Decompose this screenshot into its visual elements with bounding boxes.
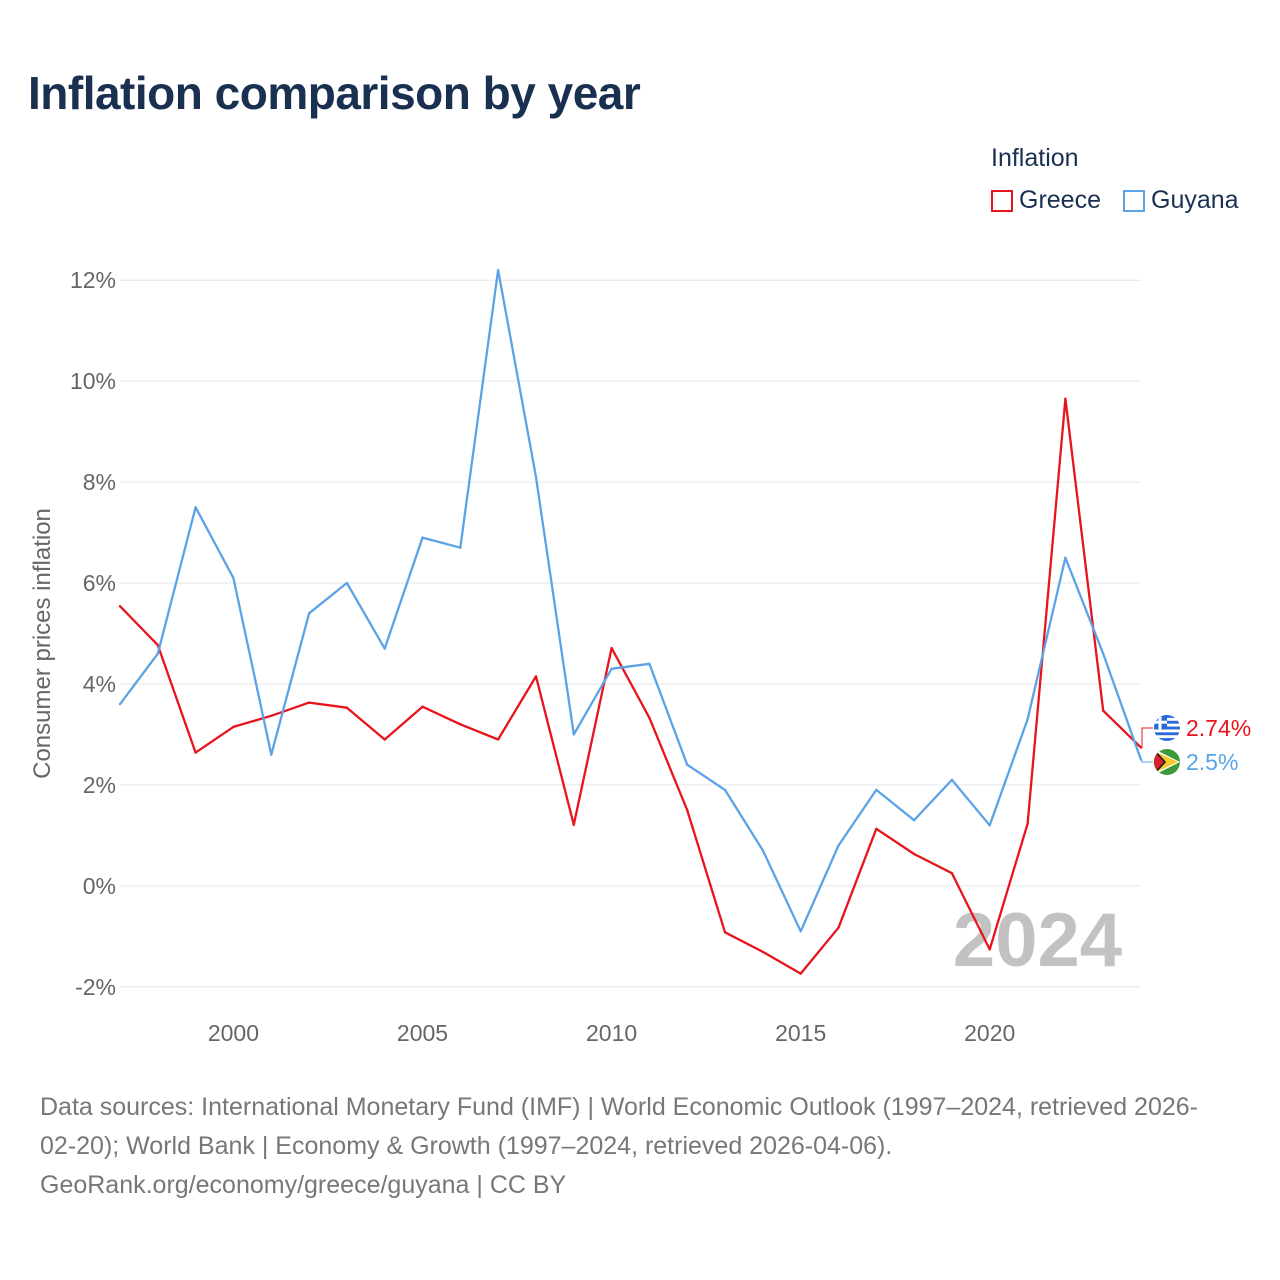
data-point-greece [610, 646, 613, 650]
y-tick-label: 2% [83, 772, 116, 798]
x-tick-label: 2005 [397, 1020, 448, 1046]
legend-label-greece: Greece [1019, 186, 1101, 214]
series-line-guyana [119, 268, 1143, 933]
data-sources-footer: Data sources: International Monetary Fun… [40, 1088, 1255, 1205]
end-label-connector-guyana [1141, 759, 1153, 763]
data-point-greece [648, 716, 651, 719]
data-point-greece [1101, 709, 1105, 712]
data-point-guyana [875, 788, 878, 792]
y-tick-label: 0% [83, 873, 116, 899]
data-point-guyana [1101, 652, 1105, 655]
data-point-greece [156, 643, 160, 647]
data-point-guyana [270, 753, 273, 756]
data-point-greece [875, 827, 878, 831]
data-point-greece [534, 675, 538, 678]
data-point-guyana [496, 268, 500, 272]
data-point-guyana [723, 788, 727, 792]
end-value-label-greece: 2.74% [1186, 715, 1251, 741]
x-tick-label: 2000 [208, 1020, 259, 1046]
end-label-connector-greece [1141, 727, 1153, 748]
data-point-guyana [572, 733, 575, 736]
data-point-guyana [383, 647, 386, 650]
line-chart: -2% 0% 2% 4% 6% 8% 10% 12% 2000 2005 2010 2015 2020 C… [29, 267, 1251, 1046]
data-point-guyana [1064, 556, 1067, 559]
legend-item-greece[interactable]: Greece [991, 186, 1101, 215]
data-point-greece [837, 926, 840, 929]
data-point-guyana [345, 581, 349, 585]
data-point-greece [194, 751, 197, 754]
x-tick-label: 2020 [964, 1020, 1015, 1046]
data-point-guyana [988, 824, 991, 827]
greece-flag-icon [1154, 715, 1180, 741]
footer-line-3: GeoRank.org/economy/greece/guyana | CC B… [40, 1171, 567, 1199]
legend-swatch-guyana [1123, 189, 1145, 212]
x-tick-label: 2015 [775, 1020, 826, 1046]
data-point-greece [118, 605, 122, 608]
data-point-guyana [610, 667, 613, 671]
data-point-greece [345, 706, 349, 709]
data-point-greece [761, 950, 765, 954]
data-point-guyana [912, 819, 916, 822]
data-point-greece [232, 725, 235, 729]
data-point-guyana [421, 536, 424, 539]
data-point-guyana [837, 844, 840, 847]
data-point-greece [799, 972, 802, 975]
data-point-guyana [459, 546, 462, 549]
data-point-greece [988, 948, 991, 951]
data-point-guyana [950, 778, 954, 782]
y-tick-label: 10% [70, 368, 116, 394]
data-point-greece [383, 738, 386, 741]
data-point-guyana [1026, 718, 1029, 721]
end-value-label-guyana: 2.5% [1186, 749, 1238, 775]
y-axis-label: Consumer prices inflation [29, 508, 56, 779]
data-point-greece [723, 931, 727, 934]
data-point-guyana [118, 702, 122, 706]
data-point-greece [307, 701, 311, 704]
legend-label-guyana: Guyana [1151, 186, 1239, 214]
y-tick-label: 8% [83, 469, 116, 495]
y-tick-label: 4% [83, 671, 116, 697]
legend-item-guyana[interactable]: Guyana [1123, 186, 1239, 215]
data-point-guyana [799, 930, 802, 933]
data-point-guyana [534, 475, 538, 479]
data-point-greece [459, 723, 462, 726]
data-point-greece [421, 705, 424, 708]
data-point-guyana [194, 506, 197, 509]
data-point-greece [572, 823, 575, 826]
chart-title: Inflation comparison by year [28, 67, 641, 119]
data-point-greece [1026, 822, 1029, 825]
data-point-guyana [307, 612, 311, 615]
footer-line-2: 02-20); World Bank | Economy & Growth (1… [40, 1132, 893, 1160]
data-point-greece [912, 852, 916, 856]
series-line-greece [119, 397, 1142, 975]
data-point-greece [496, 738, 500, 741]
y-tick-label: 6% [83, 570, 116, 596]
data-point-greece [950, 872, 954, 875]
data-point-greece [270, 714, 273, 717]
data-point-guyana [761, 849, 765, 852]
legend-swatch-greece [991, 189, 1013, 212]
legend-title: Inflation [991, 144, 1079, 172]
guyana-flag-icon [1154, 749, 1180, 775]
data-point-guyana [156, 652, 160, 655]
data-point-guyana [232, 576, 235, 580]
y-tick-label: 12% [70, 267, 116, 293]
data-point-greece [686, 808, 689, 812]
y-tick-label: -2% [75, 974, 116, 1000]
data-point-greece [1064, 397, 1067, 401]
x-tick-label: 2010 [586, 1020, 637, 1046]
year-annotation: 2024 [953, 898, 1122, 983]
data-point-guyana [648, 662, 651, 665]
data-point-guyana [686, 763, 689, 766]
footer-line-1: Data sources: International Monetary Fun… [40, 1093, 1198, 1121]
